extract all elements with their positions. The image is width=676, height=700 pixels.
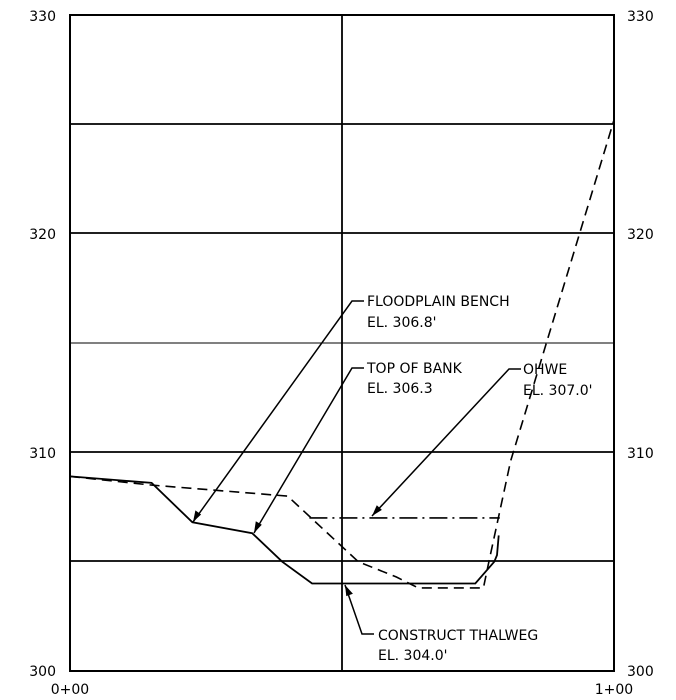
y-tick-right-320: 320 — [627, 227, 654, 243]
annotation-floodplain-title: FLOODPLAIN BENCH — [367, 294, 510, 310]
annotation-floodplain-elevation: EL. 306.8' — [367, 315, 436, 331]
annotation-ohwe-title: OHWE — [523, 362, 567, 378]
y-tick-right-300: 300 — [627, 664, 654, 680]
leader-construct-thalweg — [344, 584, 374, 635]
arrowhead — [372, 505, 382, 516]
annotation-topbank-title: TOP OF BANK — [366, 361, 463, 377]
y-tick-left-320: 320 — [29, 227, 56, 243]
annotation-ohwe-elevation: EL. 307.0' — [523, 383, 592, 399]
annotation-thalweg-title: CONSTRUCT THALWEG — [378, 628, 538, 644]
arrowhead — [254, 521, 262, 533]
y-tick-right-330: 330 — [627, 9, 654, 25]
existing-ground-line — [69, 119, 615, 589]
leader-ohwe — [371, 368, 521, 517]
plot-frame — [69, 14, 615, 672]
y-tick-left-310: 310 — [29, 446, 56, 462]
arrowhead — [345, 585, 353, 597]
annotation-topbank-elevation: EL. 306.3 — [367, 381, 433, 397]
y-tick-right-310: 310 — [627, 446, 654, 462]
arrowhead — [193, 510, 202, 522]
proposed-grade-line — [69, 475, 500, 585]
leader-top-of-bank — [253, 367, 364, 534]
annotation-thalweg-elevation: EL. 304.0' — [378, 648, 447, 664]
y-tick-left-330: 330 — [29, 9, 56, 25]
leader-floodplain-bench — [192, 300, 364, 523]
x-tick-start: 0+00 — [51, 682, 89, 698]
y-tick-left-300: 300 — [29, 664, 56, 680]
x-tick-end: 1+00 — [595, 682, 633, 698]
